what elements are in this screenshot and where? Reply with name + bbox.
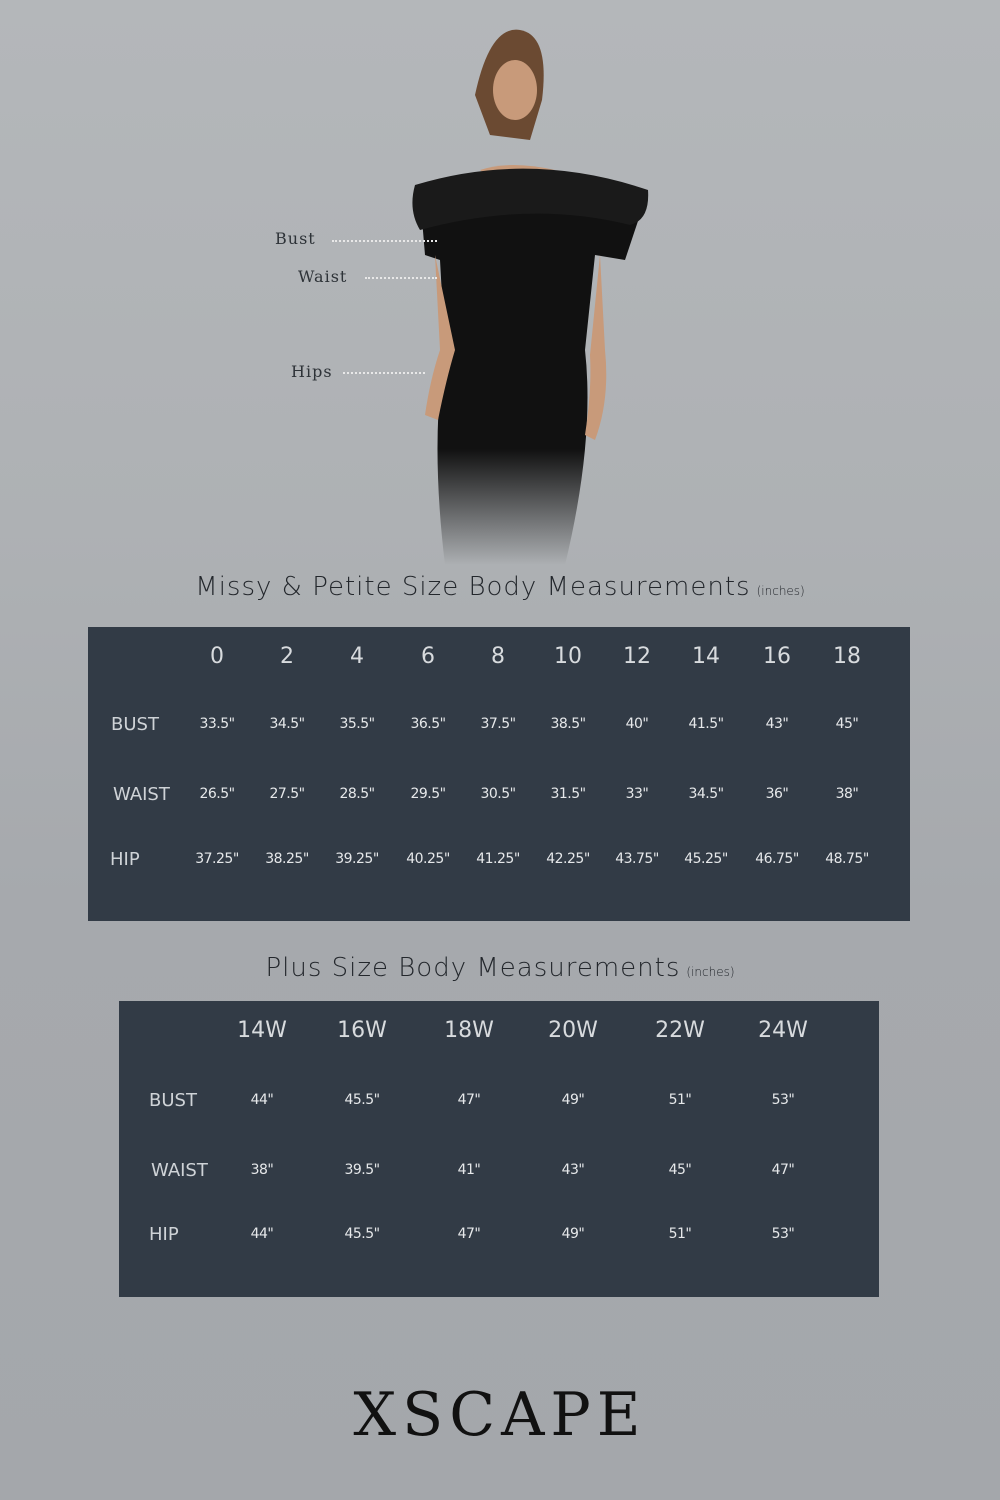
row-label: WAIST [113,784,170,805]
measurement-cell: 47" [771,1162,795,1178]
size-header: 24W [758,1018,808,1043]
size-header: 20W [548,1018,598,1043]
measurement-cell: 26.5" [199,786,235,802]
plus-unit: (inches) [686,965,735,979]
missy-unit: (inches) [756,584,805,598]
size-header: 16W [337,1018,387,1043]
measurement-cell: 48.75" [825,851,869,867]
size-header: 6 [421,644,435,669]
size-header: 18W [444,1018,494,1043]
measurement-cell: 31.5" [550,786,586,802]
measurement-cell: 49" [561,1226,585,1242]
measurement-cell: 37.5" [480,716,516,732]
measurement-cell: 45.5" [344,1226,380,1242]
row-label: BUST [111,714,159,735]
measurement-cell: 36" [765,786,789,802]
measurement-cell: 45" [835,716,859,732]
hips-label: Hips [291,362,333,381]
bust-label: Bust [275,229,316,248]
missy-size-table: 0 2 4 6 8 10 12 14 16 18 BUST 33.5" 34.5" 35.5" 36.5" 3… [88,627,910,921]
measurement-cell: 49" [561,1092,585,1108]
measurement-cell: 28.5" [339,786,375,802]
size-header: 22W [655,1018,705,1043]
size-header: 18 [833,644,861,669]
waist-label: Waist [298,267,348,286]
measurement-cell: 30.5" [480,786,516,802]
missy-title-text: Missy & Petite Size Body Measurements [195,572,751,602]
measurement-cell: 44" [250,1092,274,1108]
measurement-cell: 51" [668,1092,692,1108]
measurement-cell: 40" [625,716,649,732]
measurement-cell: 45.5" [344,1092,380,1108]
measurement-cell: 41.5" [688,716,724,732]
missy-title: Missy & Petite Size Body Measurements (in… [0,572,1000,602]
model-photo [412,29,649,565]
measurement-cell: 38.5" [550,716,586,732]
measurement-cell: 53" [771,1226,795,1242]
measurement-cell: 33.5" [199,716,235,732]
waist-guide-line [365,277,437,279]
measurement-cell: 36.5" [410,716,446,732]
size-header: 14 [692,644,720,669]
row-label: WAIST [151,1160,208,1181]
size-header: 12 [623,644,651,669]
measurement-cell: 39.5" [344,1162,380,1178]
size-header: 4 [350,644,364,669]
measurement-cell: 46.75" [755,851,799,867]
measurement-cell: 35.5" [339,716,375,732]
bust-guide-line [332,240,437,242]
measurement-cell: 38" [250,1162,274,1178]
measurement-cell: 27.5" [269,786,305,802]
measurement-cell: 38" [835,786,859,802]
measurement-cell: 43" [765,716,789,732]
measurement-cell: 41.25" [476,851,520,867]
measurement-cell: 34.5" [688,786,724,802]
measurement-cell: 37.25" [195,851,239,867]
row-label: BUST [149,1090,197,1111]
measurement-cell: 44" [250,1226,274,1242]
size-header: 16 [763,644,791,669]
measurement-cell: 38.25" [265,851,309,867]
size-header: 0 [210,644,224,669]
row-label: HIP [149,1224,179,1245]
measurement-cell: 43" [561,1162,585,1178]
measurement-cell: 45" [668,1162,692,1178]
size-header: 2 [280,644,294,669]
measurement-cell: 45.25" [684,851,728,867]
measurement-cell: 47" [457,1092,481,1108]
size-header: 10 [554,644,582,669]
measurement-cell: 53" [771,1092,795,1108]
measurement-cell: 39.25" [335,851,379,867]
measurement-cell: 41" [457,1162,481,1178]
size-header: 14W [237,1018,287,1043]
measurement-cell: 34.5" [269,716,305,732]
hips-guide-line [343,372,425,374]
measurement-cell: 47" [457,1226,481,1242]
plus-size-table: 14W 16W 18W 20W 22W 24W BUST 44" 45.5" 47" 49" 51" 5… [119,1001,879,1297]
measurement-cell: 29.5" [410,786,446,802]
measurement-cell: 33" [625,786,649,802]
measurement-cell: 51" [668,1226,692,1242]
plus-title-text: Plus Size Body Measurements [265,953,681,983]
size-header: 8 [491,644,505,669]
row-label: HIP [110,849,140,870]
measurement-cell: 43.75" [615,851,659,867]
measurement-cell: 42.25" [546,851,590,867]
measurement-cell: 40.25" [406,851,450,867]
brand-logo: XSCAPE [353,1380,647,1450]
plus-title: Plus Size Body Measurements (inches) [0,953,1000,983]
